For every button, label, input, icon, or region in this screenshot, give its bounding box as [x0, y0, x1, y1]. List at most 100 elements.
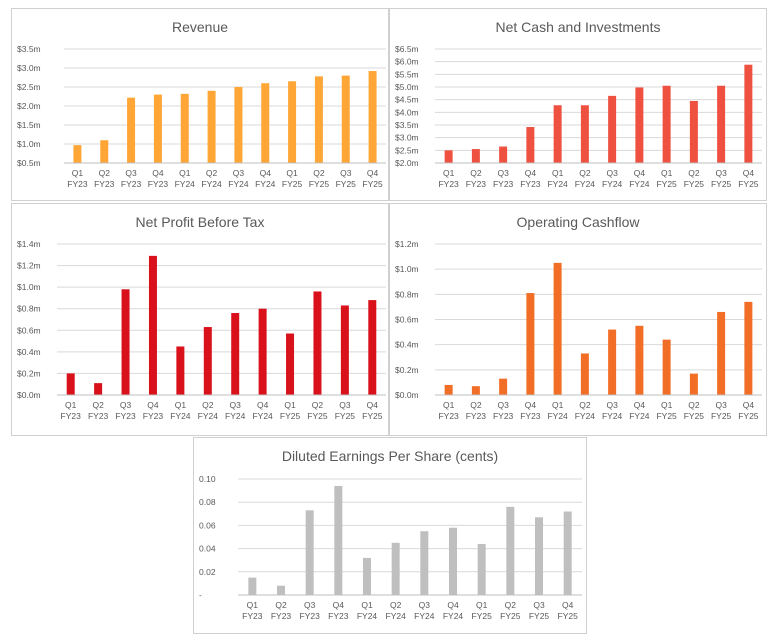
x-tick-label-year: FY25 — [362, 179, 383, 189]
x-tick-label-year: FY25 — [336, 179, 357, 189]
x-tick-label-year: FY24 — [602, 179, 623, 189]
x-tick-label-year: FY23 — [271, 611, 292, 621]
bar — [689, 373, 698, 395]
bar — [553, 105, 562, 163]
y-tick-label: $1.0m — [17, 139, 41, 149]
bar — [286, 333, 295, 395]
y-tick-label: $2.0m — [395, 158, 419, 168]
y-tick-label: $6.0m — [395, 57, 419, 67]
x-tick-label-quarter: Q1 — [284, 400, 296, 410]
bar — [744, 64, 753, 163]
x-tick-label-quarter: Q2 — [99, 168, 111, 178]
x-tick-label-quarter: Q4 — [634, 168, 646, 178]
x-tick-label-quarter: Q2 — [313, 168, 325, 178]
x-tick-label-year: FY25 — [362, 411, 383, 421]
x-tick-label-quarter: Q3 — [230, 400, 242, 410]
x-tick-label-year: FY25 — [529, 611, 550, 621]
bar — [580, 105, 589, 163]
x-tick-label-quarter: Q3 — [419, 600, 431, 610]
x-tick-label-quarter: Q2 — [206, 168, 218, 178]
x-tick-label-year: FY23 — [520, 411, 541, 421]
x-tick-label-quarter: Q1 — [72, 168, 84, 178]
bar — [662, 339, 671, 395]
y-tick-label: $0.8m — [395, 289, 419, 299]
x-tick-label-year: FY24 — [547, 411, 568, 421]
x-tick-label-quarter: Q1 — [179, 168, 191, 178]
bar — [334, 485, 343, 595]
chart-title: Net Cash and Investments — [496, 19, 661, 35]
y-tick-label: $0.4m — [17, 347, 41, 357]
x-tick-label-quarter: Q1 — [175, 400, 187, 410]
y-tick-label: $0.0m — [17, 390, 41, 400]
x-tick-label-quarter: Q4 — [367, 168, 379, 178]
x-tick-label-year: FY23 — [61, 411, 82, 421]
x-tick-label-quarter: Q4 — [447, 600, 459, 610]
npbt-chart-panel: Net Profit Before Tax $0.0m $0.2m $0.4m $0.6… — [11, 203, 389, 436]
eps-chart: Diluted Earnings Per Share (cents) - 0.02 0… — [199, 448, 582, 621]
eps-chart-panel: Diluted Earnings Per Share (cents) - 0.02 0… — [193, 437, 587, 634]
chart-title: Revenue — [172, 19, 228, 35]
x-tick-label-year: FY25 — [711, 411, 732, 421]
x-tick-label-year: FY24 — [629, 411, 650, 421]
x-tick-label-year: FY24 — [414, 611, 435, 621]
revenue-chart: Revenue $0.5m $1.0m $1.5m $2.0m $2.5m $3.0m $3.… — [17, 19, 386, 189]
x-tick-label-year: FY24 — [575, 179, 596, 189]
x-tick-label-quarter: Q2 — [579, 400, 591, 410]
x-tick-label-quarter: Q1 — [247, 600, 259, 610]
y-tick-label: $0.6m — [17, 325, 41, 335]
x-tick-label-year: FY23 — [121, 179, 142, 189]
x-tick-label-year: FY25 — [656, 179, 677, 189]
x-tick-label-quarter: Q3 — [533, 600, 545, 610]
x-tick-label-quarter: Q2 — [470, 400, 482, 410]
x-tick-label-year: FY23 — [438, 411, 459, 421]
bar — [662, 85, 671, 163]
x-tick-label-quarter: Q2 — [92, 400, 104, 410]
x-tick-label-year: FY25 — [738, 179, 759, 189]
bar — [234, 87, 243, 163]
x-tick-label-quarter: Q4 — [525, 168, 537, 178]
y-tick-label: $2.5m — [395, 145, 419, 155]
bar — [563, 511, 572, 595]
x-tick-label-year: FY23 — [520, 179, 541, 189]
x-tick-label-quarter: Q3 — [125, 168, 137, 178]
x-tick-label-quarter: Q2 — [688, 168, 700, 178]
x-tick-label-quarter: Q4 — [743, 400, 755, 410]
bar — [635, 87, 644, 163]
bar — [73, 145, 82, 163]
bar — [420, 531, 429, 595]
bar — [231, 313, 240, 395]
x-tick-label-quarter: Q4 — [152, 168, 164, 178]
bar — [391, 542, 400, 595]
x-tick-label-year: FY25 — [335, 411, 356, 421]
x-tick-label-quarter: Q1 — [661, 400, 673, 410]
bar — [305, 510, 314, 595]
x-tick-label-year: FY25 — [558, 611, 579, 621]
x-tick-label-year: FY24 — [575, 411, 596, 421]
y-tick-label: $1.0m — [395, 264, 419, 274]
x-tick-label-quarter: Q2 — [470, 168, 482, 178]
net-cash-chart-panel: Net Cash and Investments $2.0m $2.5m $3.0m $… — [389, 8, 767, 201]
x-tick-label-quarter: Q1 — [361, 600, 373, 610]
x-tick-label-quarter: Q1 — [65, 400, 77, 410]
x-tick-label-year: FY23 — [466, 411, 487, 421]
y-tick-label: $1.2m — [395, 239, 419, 249]
x-tick-label-year: FY24 — [255, 179, 276, 189]
x-tick-label-quarter: Q3 — [304, 600, 316, 610]
x-tick-label-year: FY24 — [175, 179, 196, 189]
chart-title: Net Profit Before Tax — [136, 214, 265, 230]
x-tick-label-year: FY25 — [684, 411, 705, 421]
x-tick-label-quarter: Q3 — [120, 400, 132, 410]
x-tick-label-quarter: Q2 — [390, 600, 402, 610]
bar — [499, 378, 508, 395]
y-tick-label: 0.10 — [199, 474, 216, 484]
x-tick-label-quarter: Q3 — [233, 168, 245, 178]
x-tick-label-year: FY23 — [143, 411, 164, 421]
y-tick-label: $0.2m — [17, 368, 41, 378]
x-tick-label-year: FY25 — [684, 179, 705, 189]
x-tick-label-quarter: Q3 — [715, 168, 727, 178]
bar — [313, 291, 322, 395]
bar — [203, 327, 212, 395]
y-tick-label: $4.5m — [395, 95, 419, 105]
x-tick-label-year: FY23 — [148, 179, 169, 189]
x-tick-label-quarter: Q3 — [340, 168, 352, 178]
